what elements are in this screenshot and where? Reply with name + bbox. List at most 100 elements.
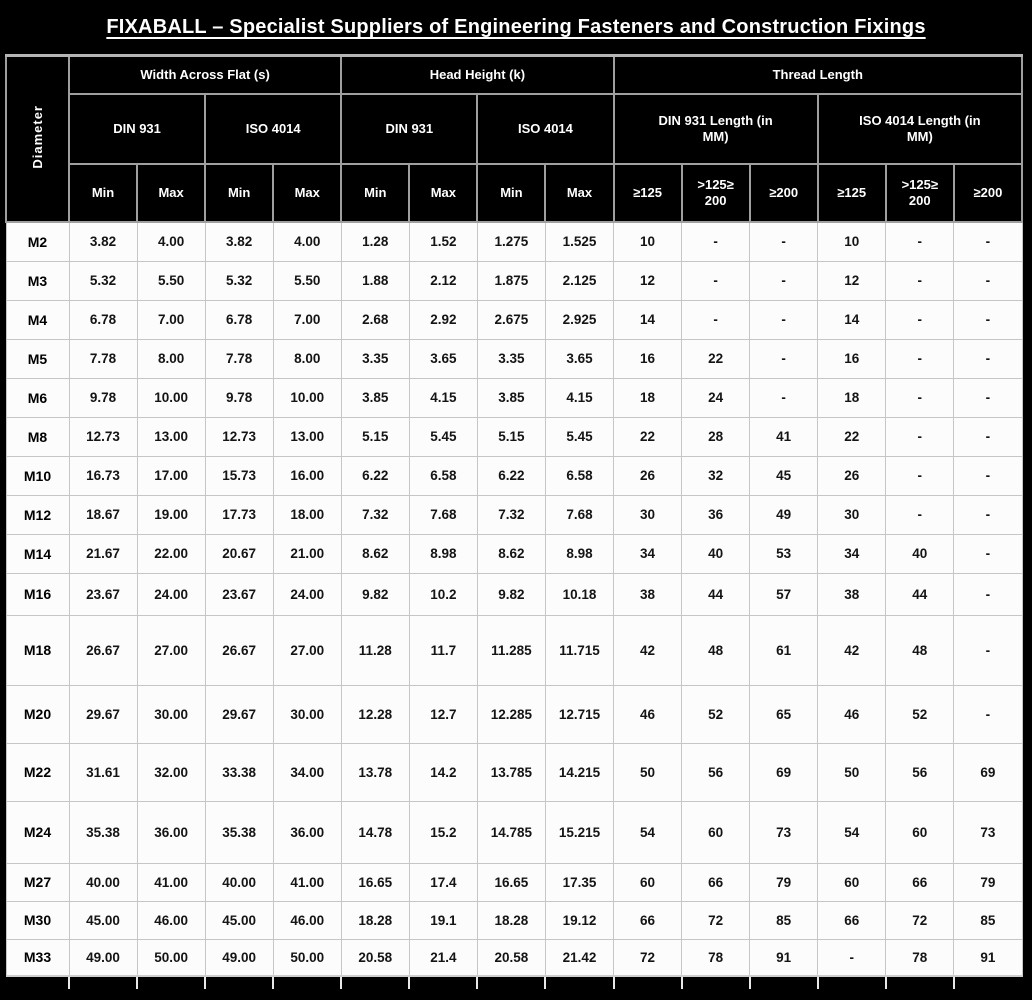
table-cell: - <box>953 614 1023 686</box>
table-cell: 10.18 <box>544 572 615 616</box>
table-cell: 69 <box>749 742 819 802</box>
table-cell: 34 <box>612 533 683 574</box>
table-cell: 50.00 <box>136 938 206 977</box>
table-cell: 1.52 <box>408 221 478 262</box>
table-cell: 11.285 <box>476 614 546 686</box>
table-cell: 33.38 <box>204 742 274 802</box>
table-cell: 66 <box>681 862 751 902</box>
standard-din931-head: DIN 931 <box>340 93 479 165</box>
table-cell: 4.15 <box>408 377 478 418</box>
table-cell: 48 <box>681 614 751 686</box>
table-cell: 4.00 <box>136 221 206 262</box>
column-header-ge200: ≥200 <box>952 163 1024 223</box>
table-cell: 23.67 <box>204 572 274 616</box>
table-cell: 48 <box>885 614 955 686</box>
table-cell: 5.32 <box>204 260 274 301</box>
table-cell: 23.67 <box>68 572 138 616</box>
table-cell: 22 <box>612 416 683 457</box>
header-standard-row: DIN 931 ISO 4014 DIN 931 ISO 4014 DIN 93… <box>6 93 1024 165</box>
table-cell: 22 <box>817 416 887 457</box>
table-cell: 45.00 <box>204 900 274 940</box>
table-cell: 2.12 <box>408 260 478 301</box>
table-cell: 14.78 <box>340 800 410 864</box>
table-row: M6 9.78 10.00 9.78 10.00 3.85 4.15 3.85 4.15 18 24… <box>5 377 1023 418</box>
table-cell: 78 <box>681 938 751 977</box>
table-cell: 44 <box>681 572 751 616</box>
table-row: M3 5.32 5.50 5.32 5.50 1.88 2.12 1.875 2.125 12- -… <box>5 260 1023 301</box>
table-cell: - <box>749 260 819 301</box>
table-cell: 34.00 <box>272 742 342 802</box>
table-cell: 30 <box>817 494 887 535</box>
row-label-diameter: M5 <box>5 338 70 379</box>
table-cell: 8.00 <box>136 338 206 379</box>
table-cell: 11.715 <box>544 614 615 686</box>
table-cell: 19.1 <box>408 900 478 940</box>
partial-row-cell <box>748 975 818 989</box>
table-cell: 85 <box>953 900 1023 940</box>
table-cell: 27.00 <box>272 614 342 686</box>
table-row: M12 18.67 19.00 17.73 18.00 7.32 7.68 7.32 7.68 3… <box>5 494 1023 535</box>
row-label-diameter: M4 <box>5 299 70 340</box>
table-cell: 14 <box>612 299 683 340</box>
table-cell: 9.78 <box>68 377 138 418</box>
page-title: FIXABALL – Specialist Suppliers of Engin… <box>0 0 1032 54</box>
row-label-diameter: M10 <box>5 455 70 496</box>
table-cell: 20.58 <box>476 938 546 977</box>
table-cell: 16 <box>817 338 887 379</box>
table-cell: 13.78 <box>340 742 410 802</box>
table-cell: 21.42 <box>544 938 615 977</box>
table-cell: 40.00 <box>204 862 274 902</box>
table-row: M22 31.61 32.00 33.38 34.00 13.78 14.2 13.785 14… <box>5 742 1023 802</box>
table-cell: 26.67 <box>68 614 138 686</box>
table-cell: 40 <box>681 533 751 574</box>
table-cell: 7.32 <box>340 494 410 535</box>
partial-row-cell <box>204 975 274 989</box>
table-cell: 5.45 <box>544 416 615 457</box>
table-cell: 66 <box>612 900 683 940</box>
table-cell: 7.68 <box>408 494 478 535</box>
table-cell: 13.00 <box>136 416 206 457</box>
row-label-diameter: M30 <box>5 900 70 940</box>
table-cell: 15.215 <box>544 800 615 864</box>
table-cell: 10.2 <box>408 572 478 616</box>
table-cell: 50.00 <box>272 938 342 977</box>
row-label-diameter: M12 <box>5 494 70 535</box>
header-minmax-row: Min Max Min Max Min Max Min Max ≥125 >12… <box>6 163 1024 223</box>
table-cell: 36.00 <box>136 800 206 864</box>
table-cell: 3.35 <box>340 338 410 379</box>
table-cell: 30.00 <box>272 684 342 744</box>
spec-table-container: Diameter Width Across Flat (s) Head Heig… <box>5 54 1024 989</box>
row-label-diameter: M8 <box>5 416 70 457</box>
table-cell: 18 <box>817 377 887 418</box>
table-cell: 27.00 <box>136 614 206 686</box>
table-cell: 91 <box>749 938 819 977</box>
column-header-max: Max <box>272 163 343 223</box>
row-label-diameter: M22 <box>5 742 70 802</box>
table-cell: 49.00 <box>68 938 138 977</box>
table-cell: 34 <box>817 533 887 574</box>
table-cell: 3.35 <box>476 338 546 379</box>
page-title-text: FIXABALL – Specialist Suppliers of Engin… <box>106 16 926 38</box>
table-cell: 17.00 <box>136 455 206 496</box>
table-cell: 56 <box>681 742 751 802</box>
table-cell: - <box>885 221 955 262</box>
table-cell: 2.125 <box>544 260 615 301</box>
partial-row-cell <box>816 975 886 989</box>
diameter-label: Diameter <box>30 105 45 169</box>
table-cell: 22.00 <box>136 533 206 574</box>
table-cell: 46 <box>817 684 887 744</box>
table-cell: - <box>885 416 955 457</box>
table-cell: 21.67 <box>68 533 138 574</box>
table-cell: - <box>749 299 819 340</box>
table-row: M2 3.82 4.00 3.82 4.00 1.28 1.52 1.275 1.525 10- -… <box>5 221 1023 262</box>
table-cell: 41.00 <box>272 862 342 902</box>
table-cell: 50 <box>817 742 887 802</box>
partial-row-cell <box>67 975 138 989</box>
table-cell: 91 <box>953 938 1023 977</box>
table-cell: 12 <box>817 260 887 301</box>
table-cell: 60 <box>612 862 683 902</box>
table-cell: - <box>953 572 1023 616</box>
table-row: M27 40.00 41.00 40.00 41.00 16.65 17.4 16.65 17.… <box>5 862 1023 902</box>
row-label-diameter: M3 <box>5 260 70 301</box>
table-cell: 72 <box>885 900 955 940</box>
